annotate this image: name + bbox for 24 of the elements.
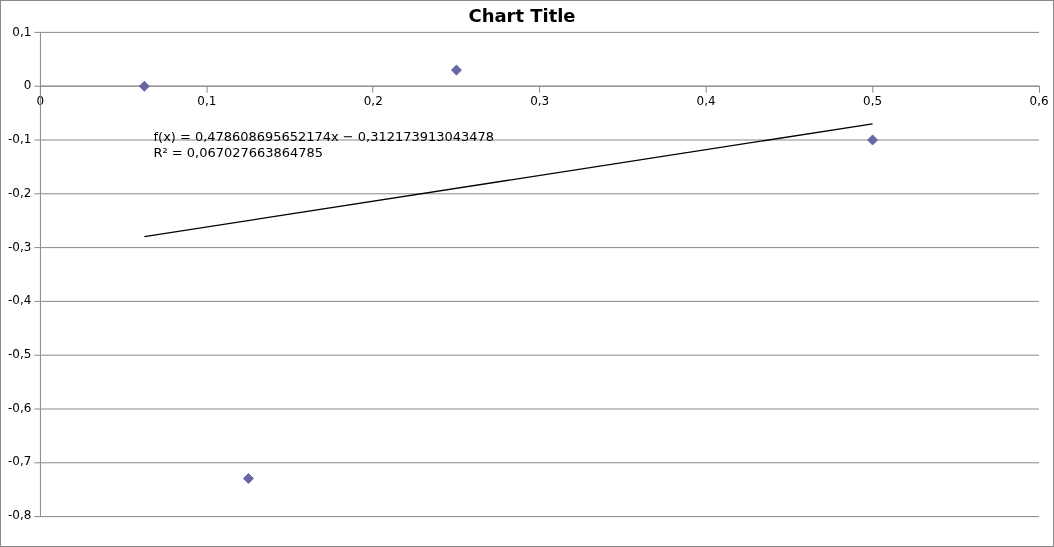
point <box>138 80 150 92</box>
x-tick-label: 0,3 <box>530 94 550 109</box>
x-tick-label: 0,6 <box>1029 94 1049 109</box>
y-tick-label: 0,1 <box>12 24 32 39</box>
y-tick-label: -0,5 <box>8 347 32 362</box>
y-tick-label: 0 <box>23 78 32 93</box>
x-tick-label: 0 <box>36 94 45 109</box>
y-tick-label: -0,8 <box>8 508 32 523</box>
y-tick-label: -0,3 <box>8 239 32 254</box>
point <box>450 64 462 76</box>
y-tick-label: -0,6 <box>8 400 32 415</box>
annotation: R² = 0,067027663864785 <box>153 145 323 161</box>
y-tick-label: -0,4 <box>8 293 32 308</box>
x-tick-label: 0,1 <box>197 94 217 109</box>
x-tick-label: 0,2 <box>363 94 383 109</box>
y-tick-label: -0,7 <box>8 454 32 469</box>
chart-title: Chart Title <box>468 5 576 27</box>
y-tick-label: -0,1 <box>8 132 32 147</box>
x-tick-label: 0,5 <box>863 94 883 109</box>
annotation: f(x) = 0,478608695652174x − 0,312173913043478 <box>153 129 494 145</box>
y-tick-label: -0,2 <box>8 185 32 200</box>
point <box>242 473 254 484</box>
x-tick-label: 0,4 <box>696 94 716 109</box>
point <box>867 134 879 146</box>
